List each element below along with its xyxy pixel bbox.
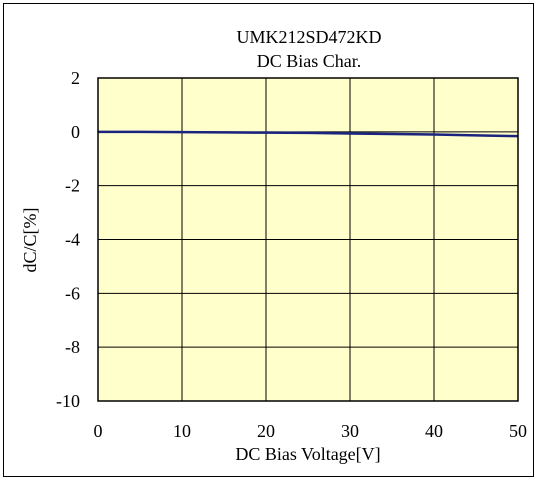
y-tick-label-2: 2 [71, 68, 80, 88]
chart-subtitle: DC Bias Char. [257, 51, 362, 71]
y-axis-label: dC/C[%] [20, 208, 40, 273]
y-tick-labels: 2 0 -2 -4 -6 -8 -10 [56, 68, 80, 411]
x-tick-label-40: 40 [425, 421, 443, 441]
y-tick-label--10: -10 [56, 391, 80, 411]
x-tick-label-20: 20 [257, 421, 275, 441]
series-line-0 [98, 130, 519, 138]
y-tick-label--4: -4 [65, 230, 80, 250]
x-tick-label-30: 30 [341, 421, 359, 441]
x-tick-label-0: 0 [94, 421, 103, 441]
plot-border [97, 77, 519, 402]
x-tick-label-50: 50 [509, 421, 527, 441]
series-lines [98, 130, 519, 138]
y-tick-label--8: -8 [65, 337, 80, 357]
x-tick-label-10: 10 [173, 421, 191, 441]
x-axis-label: DC Bias Voltage[V] [235, 444, 380, 464]
y-tick-label--2: -2 [65, 176, 80, 196]
y-tick-label--6: -6 [65, 283, 80, 303]
x-tick-labels: 0 10 20 30 40 50 [94, 421, 528, 441]
y-tick-label-0: 0 [71, 122, 80, 142]
chart-title: UMK212SD472KD [236, 27, 381, 47]
